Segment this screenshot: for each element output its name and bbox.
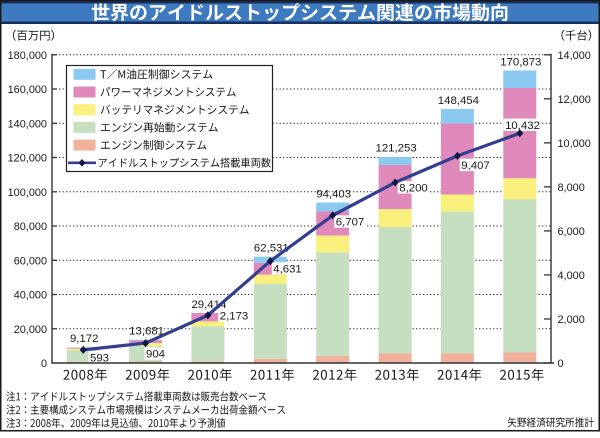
svg-text:4,631: 4,631 bbox=[273, 263, 302, 275]
svg-text:904: 904 bbox=[146, 349, 165, 361]
svg-text:4,000: 4,000 bbox=[558, 270, 585, 282]
svg-text:180,000: 180,000 bbox=[8, 50, 47, 62]
svg-text:2,000: 2,000 bbox=[558, 314, 585, 326]
svg-text:121,253: 121,253 bbox=[376, 143, 417, 155]
svg-text:20,000: 20,000 bbox=[14, 324, 47, 336]
svg-text:120,000: 120,000 bbox=[8, 153, 47, 165]
svg-text:0: 0 bbox=[558, 358, 564, 370]
svg-text:14,000: 14,000 bbox=[558, 50, 591, 62]
svg-text:40,000: 40,000 bbox=[14, 290, 47, 302]
svg-text:9,407: 9,407 bbox=[461, 160, 490, 172]
svg-text:170,873: 170,873 bbox=[500, 56, 541, 68]
svg-text:80,000: 80,000 bbox=[14, 221, 47, 233]
svg-text:94,403: 94,403 bbox=[316, 188, 351, 200]
svg-text:8,200: 8,200 bbox=[399, 182, 428, 194]
svg-text:10,000: 10,000 bbox=[558, 138, 591, 150]
svg-text:6,000: 6,000 bbox=[558, 226, 585, 238]
svg-text:6,707: 6,707 bbox=[336, 217, 365, 229]
svg-text:10,432: 10,432 bbox=[505, 120, 540, 132]
svg-text:140,000: 140,000 bbox=[8, 119, 47, 131]
svg-text:148,454: 148,454 bbox=[438, 95, 479, 107]
svg-text:60,000: 60,000 bbox=[14, 256, 47, 268]
svg-text:9,172: 9,172 bbox=[70, 333, 99, 345]
svg-text:160,000: 160,000 bbox=[8, 84, 47, 96]
svg-text:8,000: 8,000 bbox=[558, 182, 585, 194]
svg-text:12,000: 12,000 bbox=[558, 94, 591, 106]
svg-text:100,000: 100,000 bbox=[8, 187, 47, 199]
svg-text:0: 0 bbox=[41, 358, 47, 370]
svg-text:2,173: 2,173 bbox=[220, 311, 249, 323]
